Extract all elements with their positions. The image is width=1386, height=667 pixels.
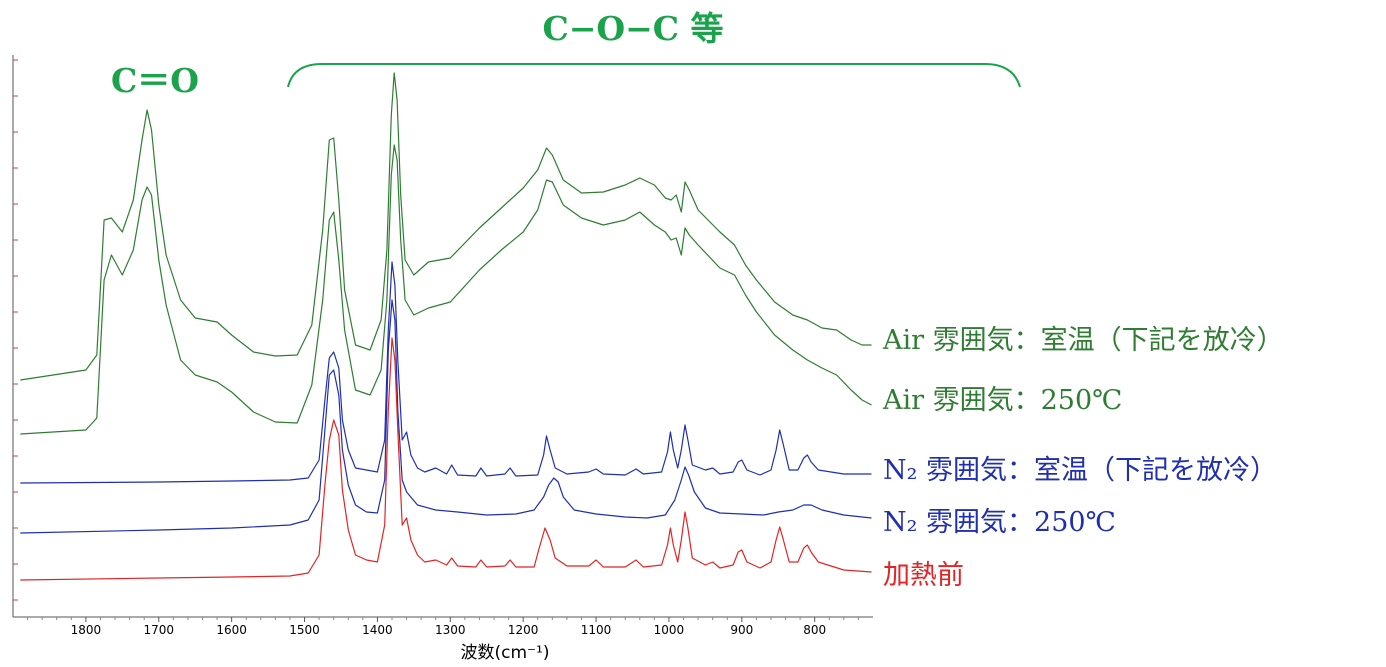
series-line-5 [20, 337, 872, 581]
series-labels: Air 雰囲気：室温（下記を放冷） Air 雰囲気：250℃ N₂ 雰囲気：室温（下… [882, 325, 1284, 591]
x-tick-label: 900 [730, 623, 753, 637]
chart-axes [12, 55, 873, 618]
x-tick-label: 1500 [289, 623, 320, 637]
x-tick-label: 1300 [435, 623, 466, 637]
series-line-4 [20, 299, 872, 534]
x-axis-label: 波数(cm⁻¹) [461, 643, 550, 663]
chart-series-lines [20, 72, 872, 581]
annotation-co: C＝O [111, 61, 199, 100]
series-label-3: N₂ 雰囲気：室温（下記を放冷） [883, 455, 1277, 486]
series-label-2: Air 雰囲気：250℃ [882, 385, 1122, 416]
series-line-1 [20, 72, 872, 381]
x-tick-label: 1100 [581, 623, 612, 637]
series-line-2 [20, 144, 872, 435]
x-ticks: 1800 1700 1600 1500 1400 1300 1200 1100 1000 900 8… [27, 617, 859, 637]
annotation-coc: C−O−C 等 [542, 9, 723, 48]
x-tick-label: 1400 [362, 623, 393, 637]
coc-bracket [287, 63, 1021, 88]
series-label-5: 加熱前 [883, 560, 964, 591]
series-line-3 [20, 261, 872, 484]
x-tick-label: 800 [803, 623, 826, 637]
x-tick-label: 1200 [508, 623, 539, 637]
x-tick-label: 1800 [71, 623, 102, 637]
series-label-4: N₂ 雰囲気：250℃ [883, 507, 1116, 538]
x-tick-label: 1000 [654, 623, 685, 637]
x-tick-label: 1600 [216, 623, 247, 637]
x-tick-label: 1700 [143, 623, 174, 637]
series-label-1: Air 雰囲気：室温（下記を放冷） [882, 325, 1284, 356]
